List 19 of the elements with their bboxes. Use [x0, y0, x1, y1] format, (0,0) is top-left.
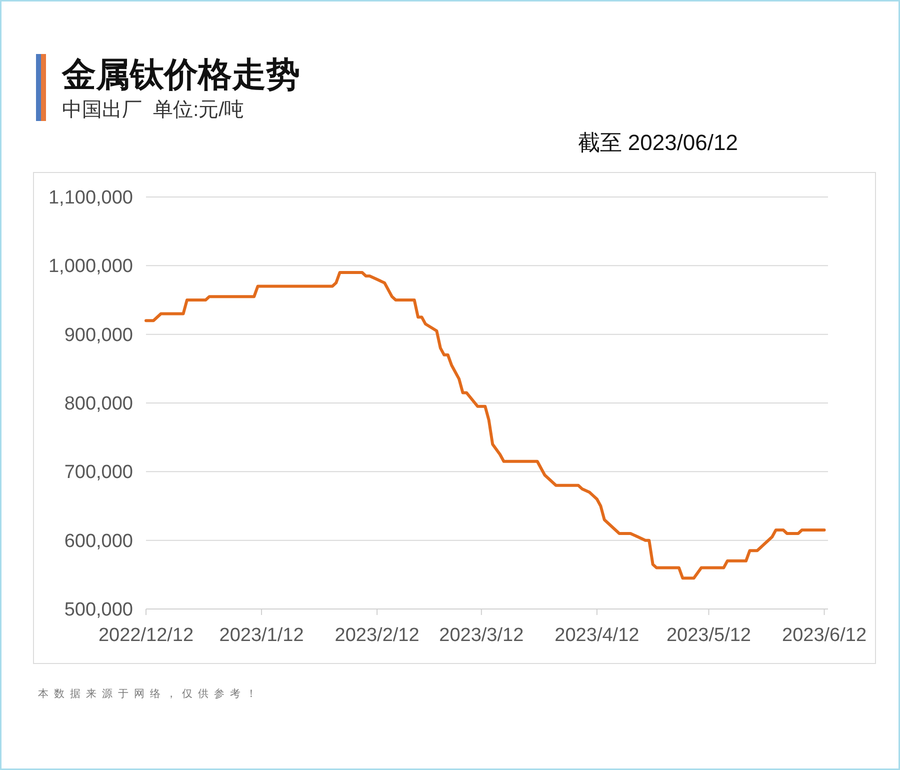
y-tick-label: 1,100,000 — [48, 188, 133, 208]
y-tick-label: 500,000 — [64, 600, 133, 620]
y-tick-label: 800,000 — [64, 394, 133, 414]
y-tick-label: 900,000 — [64, 324, 133, 346]
x-tick-label: 2022/12/12 — [98, 625, 194, 646]
chart-title: 金属钛价格走势 — [61, 56, 300, 94]
line-series — [144, 271, 826, 580]
x-tick-label: 2023/1/12 — [219, 625, 304, 646]
x-tick-label: 2023/5/12 — [666, 625, 752, 646]
y-tick-label: 700,000 — [64, 462, 133, 484]
x-tick-label: 2023/6/12 — [782, 625, 867, 646]
y-tick-label: 1,000,000 — [48, 256, 133, 278]
y-tick-label: 600,000 — [64, 530, 133, 552]
x-tick-label: 2023/3/12 — [439, 625, 524, 646]
x-tick-label: 2023/2/12 — [334, 625, 420, 646]
text: 截至 2023/06/12 — [578, 130, 738, 155]
chart-subtitle: 中国出厂 单位:元/吨 — [62, 99, 244, 121]
text: 本数据来源于网络，仅供参考！ — [38, 687, 262, 700]
x-tick-label: 2023/4/12 — [554, 625, 640, 646]
